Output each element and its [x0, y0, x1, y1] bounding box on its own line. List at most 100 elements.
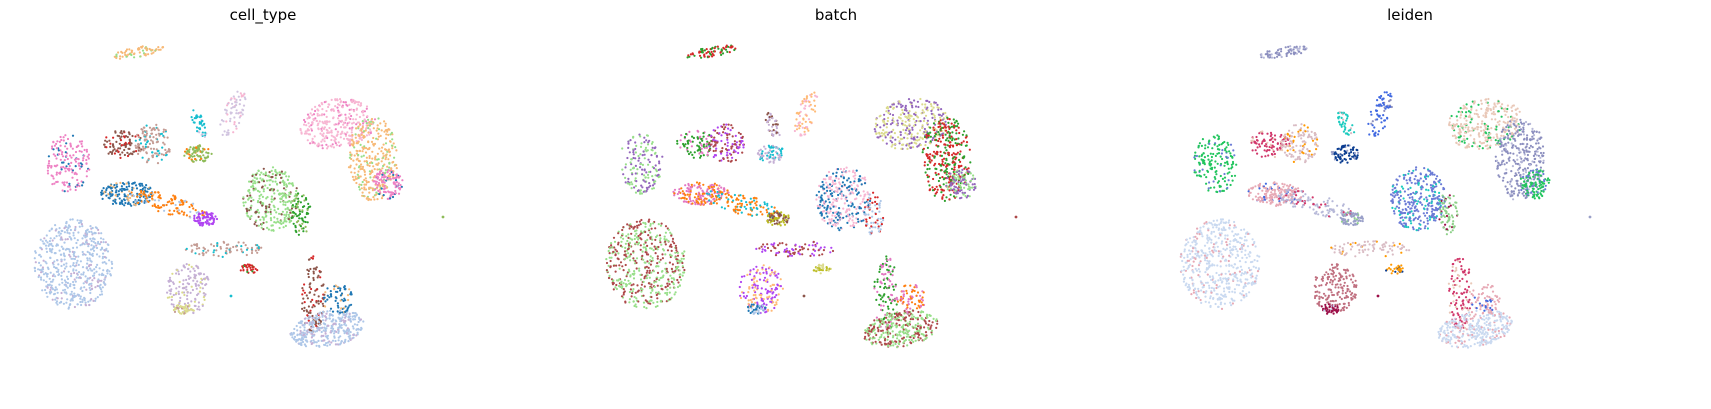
data-point — [324, 329, 327, 332]
data-point — [204, 159, 207, 162]
data-point — [638, 220, 641, 223]
data-point — [258, 194, 261, 198]
data-point — [145, 197, 148, 200]
data-point — [171, 272, 174, 275]
data-point — [370, 140, 374, 143]
data-point — [697, 201, 700, 205]
data-point — [348, 108, 351, 111]
data-point — [349, 320, 352, 323]
data-point — [229, 112, 232, 115]
data-point — [153, 199, 157, 202]
data-point — [311, 324, 314, 327]
data-point — [634, 151, 637, 154]
data-point — [63, 231, 66, 234]
data-point — [199, 219, 202, 222]
data-point — [648, 269, 651, 272]
data-point — [87, 243, 90, 246]
data-point — [355, 123, 358, 126]
data-point — [311, 137, 314, 140]
data-point — [128, 190, 131, 193]
data-point — [201, 223, 204, 226]
data-point — [632, 273, 635, 276]
data-point — [63, 267, 67, 270]
data-point — [100, 232, 103, 235]
data-point — [195, 146, 198, 149]
data-point — [740, 204, 743, 207]
data-point — [328, 126, 331, 130]
data-point — [253, 176, 256, 179]
data-point — [200, 115, 203, 118]
data-point — [230, 107, 233, 110]
data-point — [750, 301, 753, 304]
data-point — [76, 219, 79, 222]
data-point — [619, 236, 622, 239]
data-point — [312, 272, 315, 275]
data-point — [351, 134, 354, 137]
data-point — [264, 210, 268, 213]
data-point — [708, 141, 711, 144]
data-point — [649, 302, 652, 305]
data-point — [631, 183, 634, 186]
data-point — [131, 188, 134, 191]
data-point — [713, 182, 716, 185]
data-point — [90, 284, 93, 287]
data-point — [774, 288, 777, 291]
cluster-points — [113, 45, 165, 60]
data-point — [366, 164, 369, 167]
data-point — [610, 244, 613, 247]
data-point — [360, 187, 363, 190]
data-point — [392, 142, 395, 145]
data-point — [308, 286, 311, 289]
data-point — [632, 250, 635, 253]
data-point — [291, 204, 294, 207]
data-point — [624, 254, 627, 257]
data-point — [192, 202, 195, 205]
data-point — [685, 200, 688, 203]
data-point — [65, 301, 68, 304]
data-point — [131, 182, 134, 185]
data-point — [189, 210, 192, 213]
data-point — [348, 103, 351, 106]
data-point — [747, 291, 750, 294]
data-point — [153, 204, 157, 208]
data-point — [185, 263, 188, 266]
data-point — [609, 259, 612, 263]
data-point — [68, 253, 71, 256]
data-point — [628, 282, 631, 285]
data-point — [78, 140, 82, 143]
data-point — [647, 234, 650, 237]
data-point — [640, 230, 643, 233]
cluster-points — [193, 211, 219, 227]
data-point — [146, 160, 149, 163]
data-point — [169, 213, 172, 216]
data-point — [152, 136, 155, 139]
data-point — [355, 107, 358, 110]
data-point — [299, 332, 302, 335]
data-point — [702, 195, 705, 198]
data-point — [320, 129, 323, 132]
data-point — [283, 183, 286, 187]
data-point — [710, 134, 713, 137]
data-point — [186, 305, 189, 308]
data-point — [290, 200, 293, 203]
data-point — [82, 282, 85, 285]
data-point — [676, 261, 679, 265]
data-point — [282, 200, 285, 203]
data-point — [172, 281, 175, 284]
data-point — [686, 140, 689, 143]
data-point — [75, 246, 79, 249]
data-point — [361, 165, 365, 168]
data-point — [678, 273, 681, 276]
data-point — [306, 208, 309, 211]
data-point — [353, 314, 356, 317]
data-point — [193, 217, 196, 220]
data-point — [315, 288, 318, 291]
data-point — [334, 339, 337, 343]
data-point — [337, 114, 341, 117]
data-point — [102, 238, 105, 241]
data-point — [739, 296, 743, 300]
data-point — [354, 177, 358, 180]
data-point — [46, 172, 50, 175]
data-point — [364, 151, 368, 154]
data-point — [294, 213, 297, 216]
